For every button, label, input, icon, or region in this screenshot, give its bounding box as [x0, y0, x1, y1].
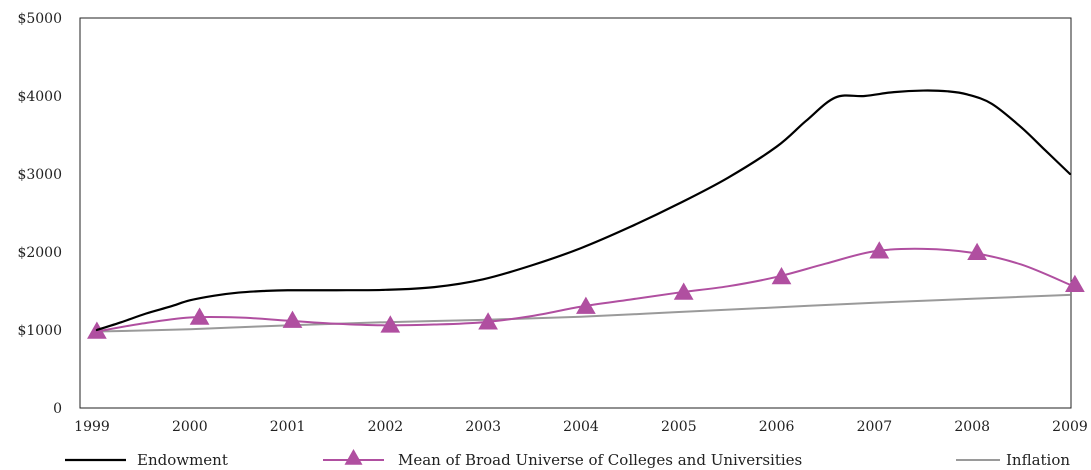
legend: Endowment Mean of Broad Universe of Colle…	[65, 449, 1070, 469]
x-tick-label: 2007	[857, 419, 893, 435]
y-tick-label: $2000	[17, 245, 62, 261]
y-tick-label: $3000	[17, 167, 62, 183]
series-line-endowment	[95, 89, 1072, 332]
data-point-marker	[1065, 274, 1085, 293]
x-tick-label: 2003	[465, 419, 501, 435]
series-line-mean-of-broad-universe-of-colleges-and-universities	[95, 247, 1071, 333]
y-tick-label: $4000	[17, 89, 62, 105]
series-line-inflation	[95, 293, 1071, 333]
y-axis-tick-labels: 0 $1000 $2000 $3000 $4000 $5000	[17, 11, 62, 417]
legend-label-mean-of-broad-universe-of-colleges-and-universities: Mean of Broad Universe of Colleges and U…	[398, 451, 802, 469]
x-tick-label: 2006	[759, 419, 795, 435]
y-tick-label: $5000	[17, 11, 62, 27]
data-point-marker	[380, 315, 401, 333]
data-point-marker	[478, 312, 498, 330]
x-tick-label: 2002	[368, 419, 404, 435]
x-tick-label: 2000	[172, 419, 208, 435]
data-point-marker	[869, 241, 890, 259]
series-layer	[87, 89, 1085, 339]
data-point-marker	[282, 310, 303, 328]
data-point-marker	[576, 296, 596, 314]
x-tick-label: 2008	[954, 419, 990, 435]
x-tick-label: 2009	[1052, 419, 1088, 435]
legend-label-inflation: Inflation	[1006, 451, 1070, 469]
x-tick-label: 1999	[74, 419, 110, 435]
data-point-marker	[189, 307, 210, 325]
y-tick-label: $1000	[17, 323, 62, 339]
data-point-marker	[771, 266, 792, 285]
data-point-marker	[967, 242, 987, 261]
plot-frame	[79, 17, 1072, 409]
x-tick-label: 2005	[661, 419, 697, 435]
x-tick-label: 2001	[270, 419, 306, 435]
y-tick-label: 0	[53, 401, 62, 417]
legend-marker-mean-of-broad-universe-of-colleges-and-universities	[344, 449, 363, 465]
data-point-marker	[673, 282, 694, 300]
x-axis-tick-labels: 1999 2000 2001 2002 2003 2004 2005 2006 2007 2008…	[74, 419, 1088, 435]
legend-label-endowment: Endowment	[137, 451, 228, 469]
x-tick-label: 2004	[563, 419, 599, 435]
